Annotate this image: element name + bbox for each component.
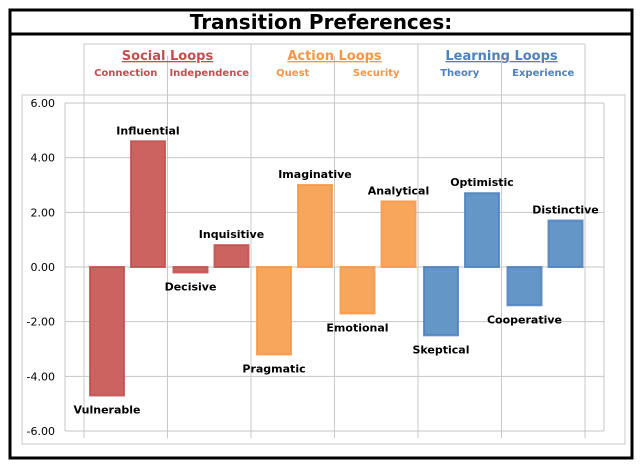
subgroup-header: Quest — [276, 68, 309, 79]
subgroup-header: Connection — [94, 68, 157, 79]
y-tick-label: 2.00 — [31, 206, 56, 219]
subgroup-header: Independence — [169, 68, 249, 79]
bar-analytical — [380, 200, 417, 268]
bar-cooperative — [506, 266, 543, 307]
bar-label: Decisive — [165, 280, 217, 293]
bar-label: Distinctive — [532, 204, 599, 217]
subgroup-header: Experience — [512, 68, 574, 79]
bar-emotional — [339, 266, 376, 315]
bar-influential — [130, 140, 166, 268]
bar-label: Analytical — [368, 184, 429, 197]
bar-label: Imaginative — [278, 168, 352, 181]
bar-vulnerable — [89, 266, 125, 397]
bar-label: Skeptical — [412, 343, 469, 356]
bar-label: Emotional — [326, 321, 388, 334]
bar-inquisitive — [213, 244, 250, 268]
bar-skeptical — [423, 266, 459, 337]
y-tick-label: 4.00 — [31, 152, 56, 165]
bar-imaginative — [297, 184, 333, 268]
bar-distinctive — [547, 219, 584, 269]
bar-label: Pragmatic — [242, 362, 305, 375]
bar-label: Cooperative — [487, 313, 562, 326]
plot-frame — [21, 94, 626, 445]
group-header: Action Loops — [287, 49, 382, 64]
subgroup-header: Security — [353, 68, 400, 79]
y-tick-label: -6.00 — [27, 425, 55, 438]
y-tick-label: -4.00 — [27, 370, 55, 383]
bar-label: Inquisitive — [199, 228, 264, 241]
group-header: Social Loops — [122, 49, 214, 64]
bar-label: Optimistic — [450, 176, 514, 189]
subgroup-header: Theory — [440, 68, 480, 79]
bar-decisive — [172, 266, 209, 274]
bar-label: Influential — [116, 124, 179, 137]
y-tick-label: 6.00 — [31, 97, 56, 110]
bar-label: Vulnerable — [74, 403, 141, 416]
y-tick-label: 0.00 — [31, 261, 56, 274]
chart-title: Transition Preferences: — [190, 10, 453, 34]
y-tick-label: -2.00 — [27, 316, 55, 329]
bar-pragmatic — [256, 266, 292, 356]
bar-optimistic — [464, 192, 500, 268]
group-header: Learning Loops — [445, 49, 558, 64]
